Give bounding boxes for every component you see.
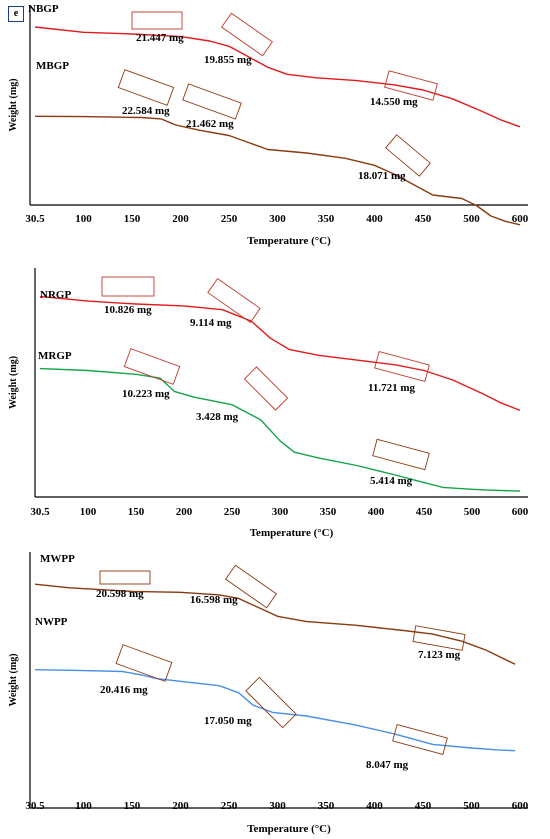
x-tick-label: 100 <box>80 506 97 518</box>
x-tick-label: 600 <box>512 213 529 225</box>
weight-annotation: 9.114 mg <box>190 317 232 329</box>
highlight-box <box>384 70 438 101</box>
x-tick-label: 250 <box>221 800 238 812</box>
panel-label: e <box>8 6 24 22</box>
highlight-box <box>99 570 151 585</box>
x-tick-label: 150 <box>124 213 141 225</box>
x-tick-label: 450 <box>415 213 432 225</box>
x-tick-label: 200 <box>172 213 189 225</box>
weight-annotation: 18.071 mg <box>358 170 406 182</box>
weight-annotation: 19.855 mg <box>204 54 252 66</box>
x-tick-label: 300 <box>272 506 289 518</box>
weight-annotation: 17.050 mg <box>204 715 252 727</box>
x-tick-label: 450 <box>415 800 432 812</box>
x-tick-label: 500 <box>464 506 481 518</box>
highlight-box <box>225 564 277 609</box>
x-tick-label: 400 <box>368 506 385 518</box>
weight-annotation: 7.123 mg <box>418 649 461 661</box>
highlight-box <box>117 69 175 106</box>
x-axis-label: Temperature (°C) <box>247 823 331 835</box>
x-tick-label: 600 <box>512 800 529 812</box>
highlight-box <box>131 11 183 30</box>
weight-annotation: 3.428 mg <box>196 411 239 423</box>
highlight-box <box>392 724 448 755</box>
y-axis-label: Weight (mg) <box>8 356 19 409</box>
highlight-box <box>123 348 181 385</box>
x-tick-label: 100 <box>75 800 92 812</box>
x-tick-label: 150 <box>124 800 141 812</box>
series-line-nwpp <box>34 669 516 752</box>
x-tick-label: 200 <box>172 800 189 812</box>
highlight-box <box>101 276 155 297</box>
weight-annotation: 10.826 mg <box>104 304 152 316</box>
x-tick-label: 400 <box>366 800 383 812</box>
highlight-box <box>385 134 431 177</box>
weight-annotation: 20.416 mg <box>100 684 148 696</box>
series-label-nbgp: NBGP <box>28 3 59 15</box>
x-tick-label: 350 <box>320 506 337 518</box>
weight-annotation: 20.598 mg <box>96 588 144 600</box>
x-tick-label: 250 <box>221 213 238 225</box>
highlight-box <box>221 12 273 57</box>
series-line-mbgp <box>34 115 521 226</box>
highlight-box <box>182 83 242 120</box>
weight-annotation: 11.721 mg <box>368 382 416 394</box>
highlight-box <box>374 351 430 382</box>
highlight-box <box>115 644 173 682</box>
x-tick-label: 30.5 <box>30 506 50 518</box>
series-label-mbgp: MBGP <box>36 60 69 72</box>
weight-annotation: 21.447 mg <box>136 32 184 44</box>
x-tick-label: 500 <box>463 800 480 812</box>
series-label-mwpp: MWPP <box>40 553 75 565</box>
x-tick-label: 150 <box>128 506 145 518</box>
chart-panel-1: 30.5 100 150 200 250 300 350 400 450 500 600 Temper… <box>8 3 529 247</box>
x-tick-label: 30.5 <box>25 213 45 225</box>
y-axis-label: Weight (mg) <box>8 653 19 706</box>
x-tick-label: 300 <box>269 800 286 812</box>
weight-annotation: 22.584 mg <box>122 105 170 117</box>
x-tick-label: 500 <box>463 213 480 225</box>
series-label-nrgp: NRGP <box>40 289 71 301</box>
highlight-box <box>245 676 297 729</box>
x-tick-label: 400 <box>366 213 383 225</box>
highlight-box <box>372 438 430 471</box>
weight-annotation: 14.550 mg <box>370 96 418 108</box>
weight-annotation: 16.598 mg <box>190 594 238 606</box>
x-tick-label: 350 <box>318 800 335 812</box>
weight-annotation: 10.223 mg <box>122 388 170 400</box>
series-label-mrgp: MRGP <box>38 350 72 362</box>
chart-panel-2: 30.5 100 150 200 250 300 350 400 450 500 600 Temper… <box>8 268 529 539</box>
series-line-nrgp <box>39 295 521 412</box>
x-tick-label: 300 <box>269 213 286 225</box>
weight-annotation: 5.414 mg <box>370 475 413 487</box>
series-label-nwpp: NWPP <box>35 616 68 628</box>
x-tick-label: 30.5 <box>25 800 45 812</box>
series-line-nbgp <box>34 26 521 128</box>
highlight-box <box>412 625 466 651</box>
y-axis-label: Weight (mg) <box>8 78 19 131</box>
x-tick-label: 200 <box>176 506 193 518</box>
chart-panel-3: 30.5 100 150 200 250 300 350 400 450 500 600 Temper… <box>8 552 529 835</box>
series-line-mwpp <box>34 583 516 665</box>
highlight-box <box>243 366 289 411</box>
highlight-box <box>207 277 261 324</box>
x-axis-label: Temperature (°C) <box>247 235 331 247</box>
weight-annotation: 21.462 mg <box>186 118 234 130</box>
x-tick-label: 600 <box>512 506 529 518</box>
x-axis-label: Temperature (°C) <box>250 527 334 539</box>
x-tick-label: 100 <box>75 213 92 225</box>
x-tick-label: 250 <box>224 506 241 518</box>
x-tick-label: 450 <box>416 506 433 518</box>
series-line-mrgp <box>39 367 521 492</box>
weight-annotation: 8.047 mg <box>366 759 409 771</box>
x-tick-label: 350 <box>318 213 335 225</box>
